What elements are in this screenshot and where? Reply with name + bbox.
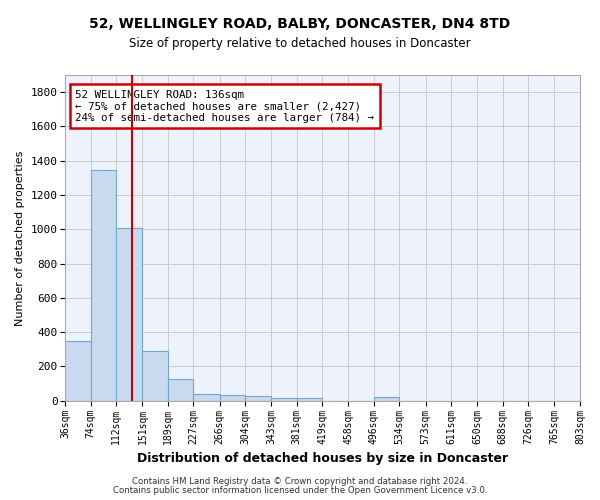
X-axis label: Distribution of detached houses by size in Doncaster: Distribution of detached houses by size … <box>137 452 508 465</box>
Bar <box>297 398 322 401</box>
Bar <box>142 351 168 401</box>
Y-axis label: Number of detached properties: Number of detached properties <box>15 150 25 326</box>
Bar <box>193 394 220 401</box>
Bar <box>91 170 116 401</box>
Bar <box>168 380 193 401</box>
Text: Size of property relative to detached houses in Doncaster: Size of property relative to detached ho… <box>129 36 471 50</box>
Bar <box>65 341 91 401</box>
Text: Contains HM Land Registry data © Crown copyright and database right 2024.: Contains HM Land Registry data © Crown c… <box>132 477 468 486</box>
Bar <box>271 398 297 401</box>
Bar <box>245 396 271 401</box>
Bar <box>116 228 142 401</box>
Text: Contains public sector information licensed under the Open Government Licence v3: Contains public sector information licen… <box>113 486 487 495</box>
Text: 52, WELLINGLEY ROAD, BALBY, DONCASTER, DN4 8TD: 52, WELLINGLEY ROAD, BALBY, DONCASTER, D… <box>89 18 511 32</box>
Bar <box>220 396 245 401</box>
Bar <box>374 398 400 401</box>
Text: 52 WELLINGLEY ROAD: 136sqm
← 75% of detached houses are smaller (2,427)
24% of s: 52 WELLINGLEY ROAD: 136sqm ← 75% of deta… <box>76 90 374 123</box>
